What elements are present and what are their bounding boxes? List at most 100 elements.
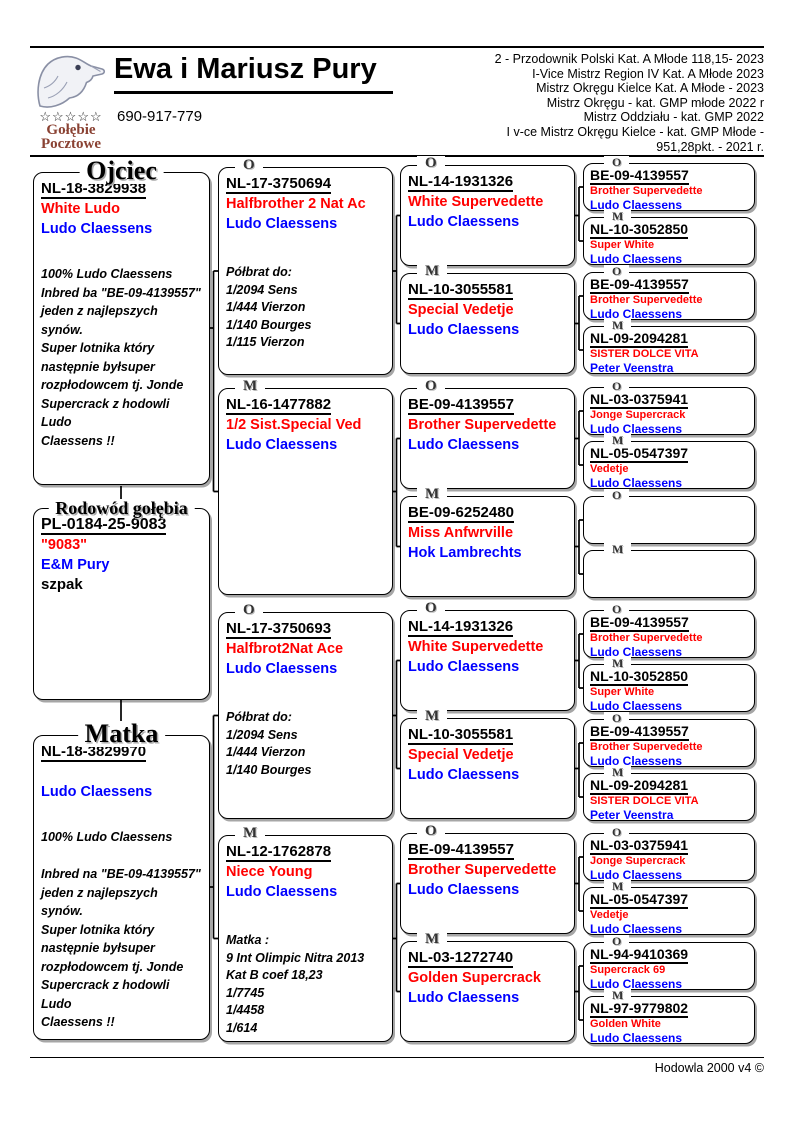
sex-label: M: [604, 210, 632, 222]
gen4-box-10: M NL-10-3052850 Super White Ludo Claesse…: [583, 657, 755, 713]
sex-label: M: [604, 434, 632, 446]
breeder-name: Ludo Claessens: [590, 1031, 683, 1045]
ring-number: NL-16-1477882: [226, 396, 332, 415]
gen2-box-3: O NL-17-3750693 Halfbrot2Nat Ace Ludo Cl…: [218, 603, 393, 819]
gen4-box-13: O NL-03-0375941 Jonge Supercrack Ludo Cl…: [583, 826, 755, 882]
bird-name: Halfbrother 2 Nat Ac: [226, 196, 366, 212]
gen3-box-5: O NL-14-1931326 White Supervedette Ludo …: [400, 601, 575, 711]
breeder-name: Ludo Claessens: [408, 990, 520, 1006]
breeder-name: Ludo Claessens: [590, 476, 683, 490]
ring-number: BE-09-4139557: [590, 276, 689, 294]
bird-name: Brother Supervedette: [590, 741, 703, 753]
bird-label: Rodowód gołębia: [48, 499, 195, 517]
ring-number: BE-09-6252480: [408, 504, 514, 523]
breeder-name: Ludo Claessens: [590, 977, 683, 991]
breeder-name: Ludo Claessens: [408, 882, 520, 898]
bird-name: Supercrack 69: [590, 964, 666, 976]
ring-number: NL-09-2094281: [590, 777, 689, 795]
bird-name: Golden Supercrack: [408, 970, 541, 986]
ring-number: NL-10-3055581: [408, 281, 514, 300]
bird-name: 1/2 Sist.Special Ved: [226, 417, 362, 433]
breeder-name: Ludo Claessens: [590, 645, 683, 659]
bird-name: Brother Supervedette: [590, 632, 703, 644]
ring-number: NL-10-3052850: [590, 668, 689, 686]
sex-label: O: [604, 489, 630, 501]
sex-label: M: [604, 989, 632, 1001]
breeder-name: Ludo Claessens: [590, 198, 683, 212]
gen2-box-4: M NL-12-1762878 Niece Young Ludo Claesse…: [218, 826, 393, 1042]
gen3-box-4: M BE-09-6252480 Miss Anfwrville Hok Lamb…: [400, 487, 575, 597]
gen4-box-12: M NL-09-2094281 SISTER DOLCE VITA Peter …: [583, 766, 755, 822]
comment-text: Półbrat do: 1/2094 Sens 1/444 Vierzon 1/…: [226, 710, 312, 777]
ring-number: NL-03-0375941: [590, 837, 689, 855]
sex-label: M: [604, 319, 632, 331]
gen4-box-3: O BE-09-4139557 Brother Supervedette Lud…: [583, 265, 755, 321]
sex-label: O: [604, 603, 630, 615]
sex-label: O: [235, 158, 263, 173]
sex-label: M: [235, 379, 266, 394]
ring-number: BE-09-4139557: [590, 614, 689, 632]
gen4-box-6: M NL-05-0547397 Vedetje Ludo Claessens: [583, 434, 755, 490]
father-label: Ojciec: [79, 158, 164, 184]
ring-number: NL-14-1931326: [408, 618, 514, 637]
breeder-name: Ludo Claessens: [590, 699, 683, 713]
gen2-box-1: O NL-17-3750694 Halfbrother 2 Nat Ac Lud…: [218, 158, 393, 375]
bird-name: Brother Supervedette: [408, 417, 557, 433]
ring-number: NL-12-1762878: [226, 843, 332, 862]
bird-name: SISTER DOLCE VITA: [590, 348, 699, 360]
ring-number: NL-94-9410369: [590, 946, 689, 964]
pigeon-head-icon: [37, 55, 106, 108]
bird-name: Niece Young: [226, 864, 313, 880]
gen3-box-3: O BE-09-4139557 Brother Supervedette Lud…: [400, 379, 575, 489]
gen3-box-6: M NL-10-3055581 Special Vedetje Ludo Cla…: [400, 709, 575, 819]
breeder-name: Ludo Claessens: [408, 437, 520, 453]
bird-name: [590, 570, 748, 583]
breeder-name: Ludo Claessens: [408, 322, 520, 338]
achievements-list: 2 - Przodownik Polski Kat. A Młode 118,1…: [424, 52, 764, 154]
footer-rule: [30, 1057, 764, 1058]
bird-name: Miss Anfwrville: [408, 525, 514, 541]
ring-number: NL-17-3750694: [226, 175, 332, 194]
bird-name: Brother Supervedette: [590, 294, 703, 306]
achievement-line: I-Vice Mistrz Region IV Kat. A Młode 202…: [532, 66, 764, 81]
breeder-name: Ludo Claessens: [590, 868, 683, 882]
gen4-box-7: O: [583, 489, 755, 544]
bird-name: Special Vedetje: [408, 747, 514, 763]
sex-label: M: [604, 766, 632, 778]
achievement-line: 2 - Przodownik Polski Kat. A Młode 118,1…: [494, 52, 764, 66]
ring-number: BE-09-4139557: [408, 841, 514, 860]
ring-number: NL-03-1272740: [408, 949, 514, 968]
bird-name: Super White: [590, 686, 655, 698]
comment-text: Półbrat do: 1/2094 Sens 1/444 Vierzon 1/…: [226, 265, 312, 349]
gen4-box-16: M NL-97-9779802 Golden White Ludo Claess…: [583, 989, 755, 1045]
gen4-box-15: O NL-94-9410369 Supercrack 69 Ludo Claes…: [583, 935, 755, 991]
ring-number: NL-14-1931326: [408, 173, 514, 192]
bird-name: Jonge Supercrack: [590, 855, 686, 867]
comment-text: Matka : 9 Int Olimpic Nitra 2013 Kat B c…: [226, 933, 365, 1035]
sex-label: M: [604, 880, 632, 892]
breeder-name: Ludo Claessens: [41, 784, 153, 800]
ring-number: PL-0184-25-9083: [41, 516, 167, 535]
gen4-box-14: M NL-05-0547397 Vedetje Ludo Claessens: [583, 880, 755, 936]
ring-number: NL-17-3750693: [226, 620, 332, 639]
logo-text-line2: Pocztowe: [41, 136, 101, 152]
achievement-line: Mistrz Oddziału - kat. GMP 2022: [583, 110, 764, 125]
header-top-rule: [30, 46, 764, 48]
gen3-box-2: M NL-10-3055581 Special Vedetje Ludo Cla…: [400, 264, 575, 374]
ring-number: NL-05-0547397: [590, 445, 689, 463]
software-credit: Hodowla 2000 v4 ©: [654, 1061, 764, 1075]
ring-number: NL-03-0375941: [590, 391, 689, 409]
breeder-name: Ludo Claessens: [590, 252, 683, 266]
gen2-box-2: M NL-16-1477882 1/2 Sist.Special Ved Lud…: [218, 379, 393, 595]
bird-name: White Ludo: [41, 201, 120, 217]
achievement-line: 951,28pkt. - 2021 r.: [656, 139, 764, 154]
bird-name: Brother Supervedette: [408, 862, 557, 878]
father-box: Ojciec NL-18-3829938 White Ludo Ludo Cla…: [33, 158, 210, 485]
phone-number: 690-917-779: [117, 108, 203, 125]
gen3-box-7: O BE-09-4139557 Brother Supervedette Lud…: [400, 824, 575, 934]
ring-number: NL-10-3055581: [408, 726, 514, 745]
breeder-name: Ludo Claessens: [226, 661, 338, 677]
bird-name: SISTER DOLCE VITA: [590, 795, 699, 807]
